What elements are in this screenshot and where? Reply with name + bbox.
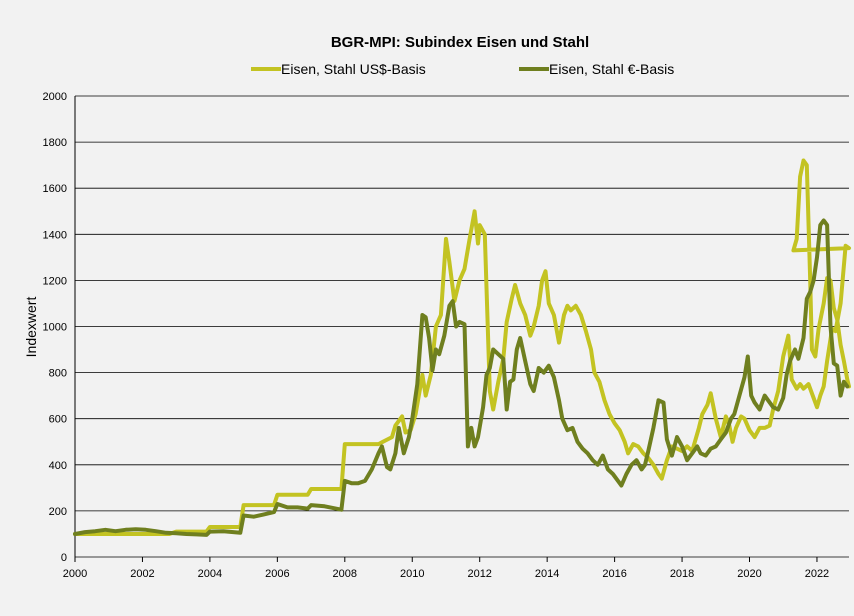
- y-tick-label: 1800: [43, 137, 67, 149]
- x-tick-label: 2008: [333, 568, 357, 580]
- gridlines: [74, 95, 849, 558]
- y-tick-label: 1000: [43, 322, 67, 334]
- x-tick-label: 2010: [400, 568, 424, 580]
- y-tick-label: 1200: [43, 275, 67, 287]
- y-tick-label: 800: [49, 368, 67, 380]
- y-tick-label: 1400: [43, 229, 67, 241]
- y-axis-title: Indexwert: [23, 297, 39, 358]
- y-axis-ticks: 0 200 400 600 800 1000 1200 1400 1600 1800 2000: [43, 91, 67, 564]
- chart-legend: Eisen, Stahl US$-Basis Eisen, Stahl €-Bas…: [251, 61, 674, 77]
- x-tick-label: 2006: [265, 568, 289, 580]
- y-tick-label: 200: [49, 506, 67, 518]
- y-tick-label: 600: [49, 414, 67, 426]
- x-tick-label: 2018: [670, 568, 694, 580]
- y-tick-label: 0: [61, 552, 67, 564]
- x-tick-label: 2016: [602, 568, 626, 580]
- y-tick-label: 400: [49, 460, 67, 472]
- x-tick-label: 2014: [535, 568, 559, 580]
- legend-label: Eisen, Stahl US$-Basis: [281, 61, 426, 77]
- x-tick-label: 2022: [805, 568, 829, 580]
- x-tick-label: 2020: [737, 568, 761, 580]
- y-tick-label: 2000: [43, 91, 67, 103]
- x-tick-label: 2012: [467, 568, 491, 580]
- series-layer: [73, 158, 851, 537]
- x-tick-label: 2004: [198, 568, 222, 580]
- series-line-usd: [73, 158, 851, 536]
- chart-title: BGR-MPI: Subindex Eisen und Stahl: [331, 34, 589, 51]
- y-tick-label: 1600: [43, 183, 67, 195]
- legend-label: Eisen, Stahl €-Basis: [549, 61, 674, 77]
- series-line-eur: [73, 218, 850, 537]
- x-tick-label: 2002: [130, 568, 154, 580]
- x-axis-ticks: 2000 2002 2004 2006 2008 2010 2012 2014 2016 2018…: [63, 557, 829, 580]
- x-tick-label: 2000: [63, 568, 87, 580]
